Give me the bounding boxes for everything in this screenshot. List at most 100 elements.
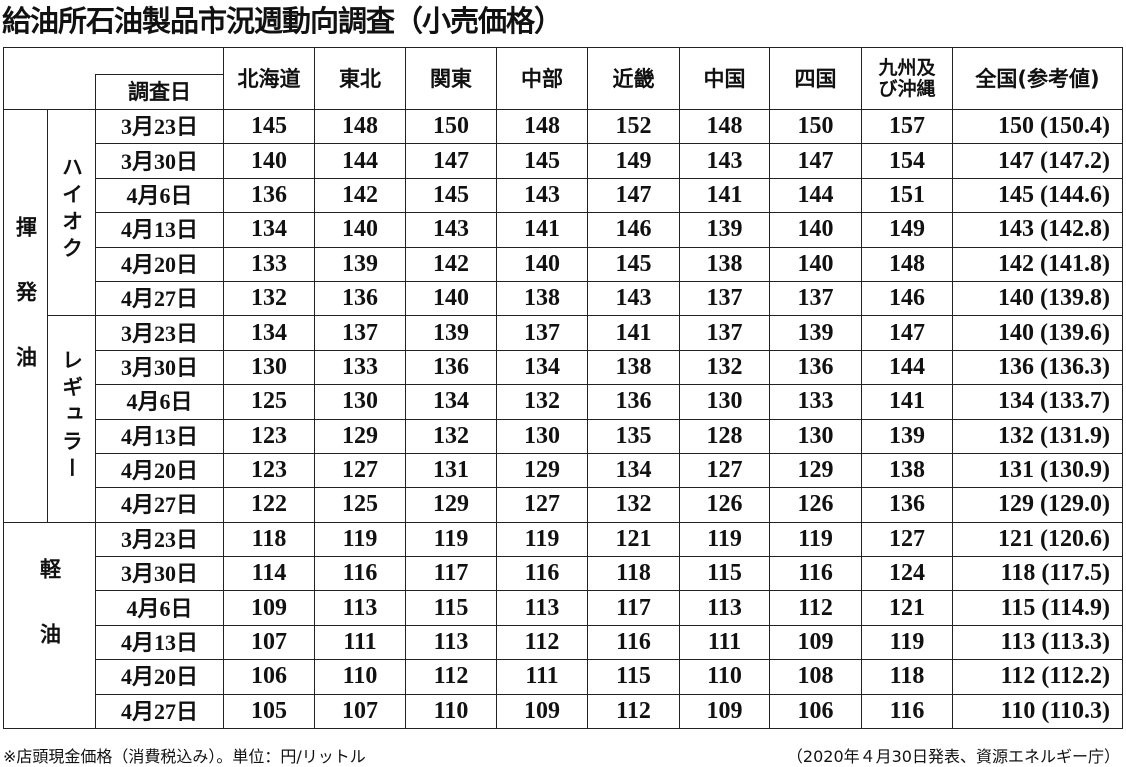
- price-cell: 111: [496, 659, 588, 695]
- price-cell: 119: [496, 521, 588, 558]
- price-cell: 140: [405, 280, 497, 317]
- price-cell: 111: [314, 624, 406, 661]
- price-cell: 117: [587, 590, 680, 626]
- price-cell: 139: [769, 315, 862, 351]
- price-cell: 148: [861, 246, 953, 282]
- date-cell: 3月30日: [95, 349, 224, 386]
- price-cell: 145: [496, 143, 588, 179]
- price-cell: 129: [405, 487, 497, 523]
- footnote: ※店頭現金価格（消費税込み）。単位：円/リットル: [3, 747, 366, 766]
- fuel-type-label: ハイオク: [47, 108, 96, 317]
- price-cell: 111: [679, 624, 770, 661]
- national-price-cell: 147 (147.2): [952, 143, 1123, 179]
- price-cell: 147: [769, 143, 862, 179]
- price-cell: 106: [223, 659, 315, 695]
- price-cell: 122: [223, 487, 315, 523]
- price-cell: 143: [679, 143, 770, 179]
- price-cell: 109: [769, 624, 862, 661]
- price-cell: 112: [769, 590, 862, 626]
- price-cell: 110: [679, 659, 770, 695]
- price-cell: 132: [496, 384, 588, 420]
- source-note: （2020年４月30日発表、資源エネルギー庁）: [786, 747, 1120, 766]
- date-cell: 4月20日: [95, 659, 224, 695]
- date-cell: 3月23日: [95, 315, 224, 351]
- table-row: レギュラー 3月23日 134 137 139 137 141 137 139 147 140 (1…: [4, 315, 1123, 523]
- price-cell: 150: [405, 108, 497, 145]
- date-cell: 4月13日: [95, 212, 224, 248]
- price-cell: 130: [223, 349, 315, 386]
- price-cell: 148: [679, 108, 770, 145]
- national-price-cell: 113 (113.3): [952, 624, 1123, 661]
- page-title: 給油所石油製品市況週動向調査（小売価格）: [2, 4, 563, 38]
- table-row: 4月27日 122 125 129 127 132 126 126 136 129 (129.0): [4, 487, 1123, 523]
- price-cell: 141: [496, 212, 588, 248]
- price-cell: 109: [223, 590, 315, 626]
- table-row: 4月20日 106 110 112 111 115 110 108 118 112 (112.2): [4, 659, 1123, 695]
- price-cell: 137: [314, 315, 406, 351]
- price-cell: 147: [861, 315, 953, 351]
- price-cell: 130: [314, 384, 406, 420]
- price-cell: 130: [679, 384, 770, 420]
- price-cell: 113: [314, 590, 406, 626]
- price-cell: 119: [405, 521, 497, 558]
- price-cell: 129: [496, 452, 588, 489]
- price-cell: 119: [679, 521, 770, 558]
- price-cell: 147: [587, 177, 680, 214]
- price-cell: 123: [223, 418, 315, 454]
- price-cell: 121: [587, 521, 680, 558]
- national-price-cell: 143 (142.8): [952, 212, 1123, 248]
- price-cell: 141: [679, 177, 770, 214]
- column-header: 中国: [679, 47, 770, 110]
- price-cell: 134: [587, 452, 680, 489]
- national-price-cell: 136 (136.3): [952, 349, 1123, 386]
- price-cell: 113: [679, 590, 770, 626]
- national-price-cell: 132 (131.9): [952, 418, 1123, 454]
- price-cell: 148: [314, 108, 406, 145]
- date-cell: 4月20日: [95, 246, 224, 282]
- price-cell: 112: [587, 693, 680, 730]
- price-cell: 136: [769, 349, 862, 386]
- table-row: 4月13日 123 129 132 130 135 128 130 139 132 (131.9): [4, 418, 1123, 454]
- price-cell: 128: [679, 418, 770, 454]
- price-cell: 110: [314, 659, 406, 695]
- price-cell: 132: [679, 349, 770, 386]
- national-price-cell: 140 (139.8): [952, 280, 1123, 317]
- price-cell: 132: [223, 280, 315, 317]
- price-cell: 133: [314, 349, 406, 386]
- price-cell: 119: [861, 624, 953, 661]
- price-cell: 150: [769, 108, 862, 145]
- price-cell: 118: [587, 556, 680, 592]
- price-cell: 132: [587, 487, 680, 523]
- price-cell: 140: [769, 212, 862, 248]
- price-cell: 115: [587, 659, 680, 695]
- price-cell: 136: [861, 487, 953, 523]
- price-cell: 144: [861, 349, 953, 386]
- table-row: 3月30日 140 144 147 145 149 143 147 154 147 (147.2): [4, 143, 1123, 179]
- price-cell: 134: [496, 349, 588, 386]
- national-price-cell: 115 (114.9): [952, 590, 1123, 626]
- column-header: 四国: [769, 47, 862, 110]
- price-cell: 126: [679, 487, 770, 523]
- price-cell: 138: [679, 246, 770, 282]
- price-cell: 117: [405, 556, 497, 592]
- price-cell: 127: [861, 521, 953, 558]
- national-price-cell: 134 (133.7): [952, 384, 1123, 420]
- price-cell: 141: [861, 384, 953, 420]
- date-cell: 4月6日: [95, 177, 224, 214]
- fuel-type-label-text: ハイオク: [59, 156, 84, 265]
- price-cell: 121: [861, 590, 953, 626]
- date-cell: 4月27日: [95, 693, 224, 730]
- price-cell: 107: [223, 624, 315, 661]
- price-cell: 139: [679, 212, 770, 248]
- date-cell: 4月20日: [95, 452, 224, 489]
- price-cell: 116: [861, 693, 953, 730]
- price-cell: 146: [587, 212, 680, 248]
- table-row: 揮発油 ハイオク 3月23日 145 148 150 148 152 148 150 157 150 …: [3, 108, 1123, 523]
- national-price-cell: 150 (150.4): [952, 108, 1123, 145]
- column-header: 関東: [405, 47, 497, 110]
- date-cell: 4月13日: [95, 418, 224, 454]
- column-header: 東北: [314, 47, 406, 110]
- price-cell: 116: [769, 556, 862, 592]
- price-cell: 138: [861, 452, 953, 489]
- price-cell: 157: [861, 108, 953, 145]
